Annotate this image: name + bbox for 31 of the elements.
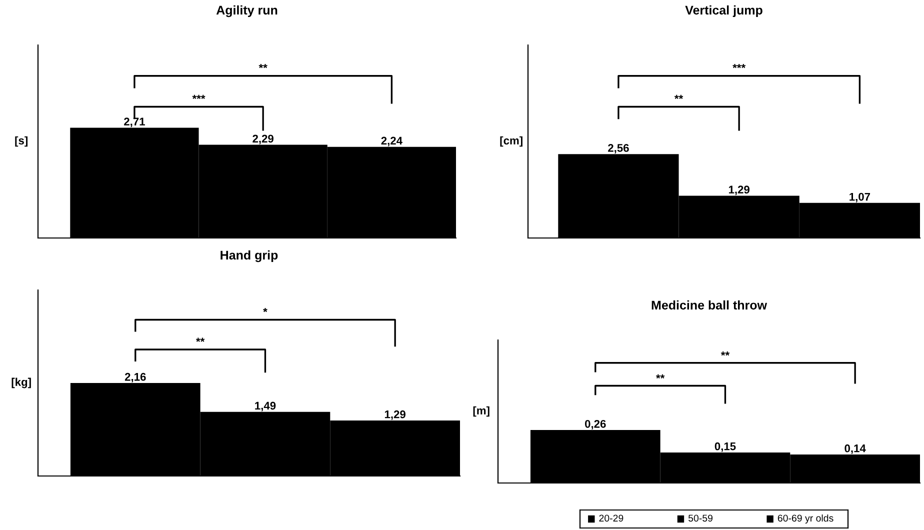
text: ** (656, 374, 665, 379)
y-axis-title: [s] (15, 136, 28, 147)
chart-title: Vertical jump (685, 5, 762, 18)
y-axis-title: [m] (473, 406, 490, 417)
text: *** (192, 94, 206, 100)
text: ** (258, 64, 268, 68)
data-label: 2,56 (608, 144, 629, 154)
data-label: 1,29 (384, 410, 406, 420)
text: * (263, 308, 268, 312)
text: *** (732, 64, 746, 68)
y-axis-title: [cm] (500, 136, 522, 147)
text: 60-69 yr olds (778, 514, 834, 524)
y-axis-title: [kg] (12, 378, 31, 388)
data-label: 2,29 (252, 134, 274, 144)
text: ** (674, 94, 684, 100)
data-label: 0,14 (844, 444, 866, 454)
data-label: 0,15 (714, 442, 736, 452)
text: ** (720, 352, 730, 356)
chart-title: Agility run (216, 5, 278, 18)
data-label: 1,07 (850, 192, 870, 202)
text: 50-59 (688, 514, 712, 522)
data-label: 2,71 (124, 118, 145, 128)
data-label: 1,49 (255, 402, 276, 412)
chart-title: Hand grip (220, 250, 278, 262)
chart-title: Medicine ball throw (652, 300, 768, 310)
data-label: 2,24 (381, 136, 402, 146)
text: 20-29 (599, 514, 624, 522)
data-label: 2,16 (124, 372, 146, 382)
data-label: 1,29 (728, 186, 750, 196)
text: ** (196, 338, 205, 342)
data-label: 0,26 (585, 420, 606, 430)
